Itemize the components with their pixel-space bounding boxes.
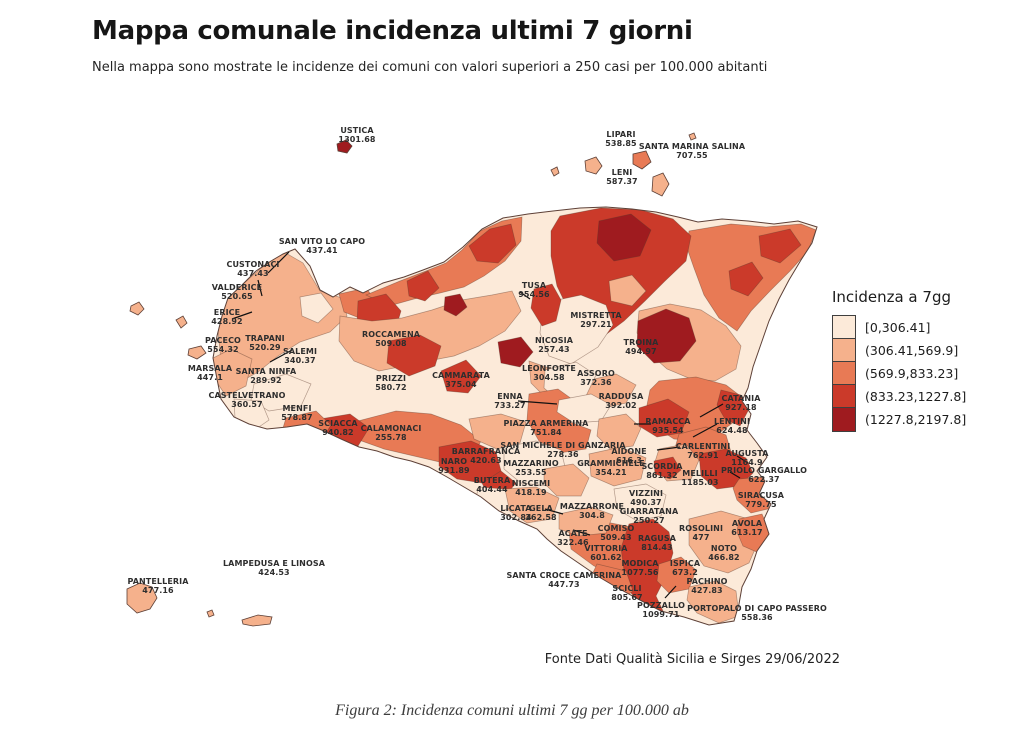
legend-class-label: (306.41,569.9] xyxy=(865,343,959,358)
legend-class-label: [0,306.41] xyxy=(865,320,931,335)
island-region xyxy=(206,609,215,618)
island-region xyxy=(550,166,560,177)
leader-line xyxy=(572,529,591,536)
municipality-region xyxy=(588,446,647,487)
page-subtitle: Nella mappa sono mostrate le incidenze d… xyxy=(92,60,768,75)
legend-title: Incidenza a 7gg xyxy=(832,288,951,306)
leader-line xyxy=(257,279,263,297)
legend-class: (306.41,569.9] xyxy=(832,337,966,363)
municipality-region xyxy=(608,274,647,307)
municipality-region xyxy=(686,580,740,624)
municipality-region xyxy=(653,456,682,480)
municipality-region xyxy=(596,413,642,450)
leader-line xyxy=(231,311,253,320)
municipality-region xyxy=(638,398,690,438)
island-region xyxy=(584,156,603,175)
island-region xyxy=(175,315,188,329)
municipality-region xyxy=(338,290,522,372)
leader-line xyxy=(656,446,681,451)
municipality-region xyxy=(497,336,534,368)
page-title: Mappa comunale incidenza ultimi 7 giorni xyxy=(92,16,693,46)
leader-line xyxy=(267,251,290,274)
leader-line xyxy=(544,508,564,515)
municipality-region xyxy=(596,213,652,262)
mainland-regions xyxy=(213,207,817,625)
municipality-region xyxy=(613,483,667,522)
island-region xyxy=(651,172,670,197)
municipality-region xyxy=(758,228,802,264)
leader-line xyxy=(517,400,558,405)
legend-class-label: (1227.8,2197.8] xyxy=(865,412,967,427)
municipality-region xyxy=(620,518,674,612)
municipality-region xyxy=(530,283,562,327)
municipality-region xyxy=(716,389,750,427)
legend-swatch xyxy=(832,406,856,432)
island-region xyxy=(241,614,273,627)
island-region xyxy=(336,139,353,154)
sicily-outline xyxy=(212,206,818,626)
municipality-region xyxy=(443,293,468,317)
legend-classes: [0,306.41] (306.41,569.9] (569.9,833.23] (8… xyxy=(832,314,967,432)
legend-class: (833.23,1227.8] xyxy=(832,383,967,409)
municipality-region xyxy=(250,373,312,412)
municipality-region xyxy=(558,506,614,537)
municipality-region xyxy=(440,359,482,394)
island-region xyxy=(187,345,207,360)
leader-line xyxy=(519,291,531,300)
island-region xyxy=(632,150,652,170)
data-source-note: Fonte Dati Qualità Sicilia e Sirges 29/0… xyxy=(544,652,840,667)
municipality-region xyxy=(386,334,442,377)
leader-line xyxy=(729,471,741,479)
municipality-region xyxy=(503,486,560,524)
legend-class: (1227.8,2197.8] xyxy=(832,406,967,432)
municipality-region xyxy=(406,270,440,302)
leader-line xyxy=(664,585,677,599)
map-legend: Incidenza a 7gg [0,306.41] (306.41,569.9]… xyxy=(832,288,967,432)
leader-line xyxy=(736,455,749,464)
island-region xyxy=(688,132,697,141)
municipality-region xyxy=(468,413,527,450)
municipality-region xyxy=(543,463,590,497)
leader-line xyxy=(699,403,724,418)
municipality-region xyxy=(468,223,517,264)
legend-class-label: (569.9,833.23] xyxy=(865,366,959,381)
island-region xyxy=(129,301,145,316)
legend-class: [0,306.41] xyxy=(832,314,966,340)
leader-line xyxy=(692,423,718,438)
figure-caption: Figura 2: Incidenza comuni ultimi 7 gg p… xyxy=(335,702,689,719)
island-region xyxy=(126,582,158,614)
legend-class: (569.9,833.23] xyxy=(832,360,966,386)
legend-swatch xyxy=(832,337,856,363)
legend-swatch xyxy=(832,314,856,340)
leader-line xyxy=(269,349,293,363)
legend-swatch xyxy=(832,360,856,386)
municipality-region xyxy=(299,292,334,324)
legend-class-label: (833.23,1227.8] xyxy=(865,389,967,404)
municipality-region xyxy=(636,308,697,364)
municipality-region xyxy=(728,261,764,297)
legend-swatch xyxy=(832,383,856,409)
